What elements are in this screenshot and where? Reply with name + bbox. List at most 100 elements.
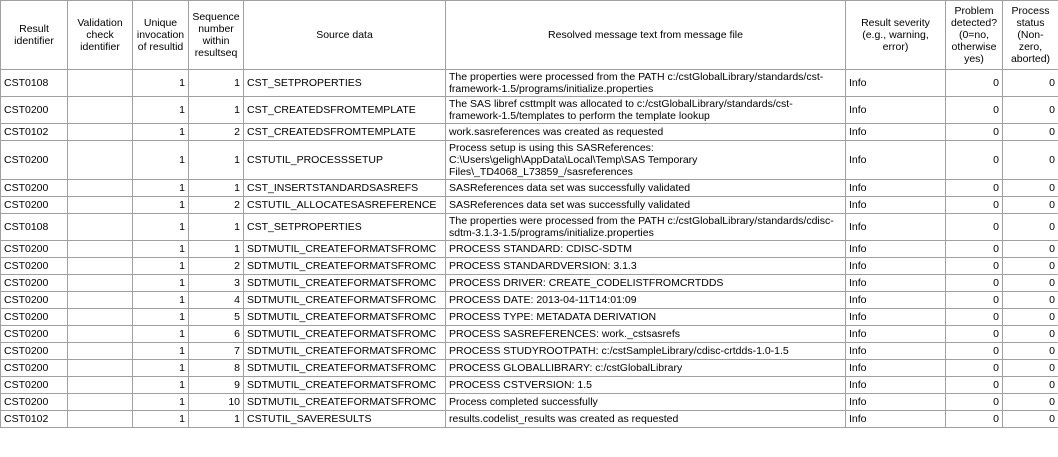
column-header: Result severity (e.g., warning, error) xyxy=(845,0,946,70)
table-cell: 1 xyxy=(132,393,189,411)
result-id-cell: CST0200 xyxy=(0,96,68,124)
table-cell: 0 xyxy=(945,393,1003,411)
table-cell: 2 xyxy=(188,257,244,275)
table-cell: 0 xyxy=(1002,291,1058,309)
empty-cell xyxy=(67,410,133,428)
column-header: Validation check identifier xyxy=(67,0,133,70)
table-row: CST0200 1 3 SDTMUTIL_CREATEFORMATSFROMC PROC… xyxy=(0,274,1058,292)
table-cell: Info xyxy=(845,196,946,214)
table-cell: Info xyxy=(845,123,946,141)
table-cell: 0 xyxy=(1002,179,1058,197)
table-cell: PROCESS DATE: 2013-04-11T14:01:09 xyxy=(445,291,846,309)
result-id-cell: CST0200 xyxy=(0,257,68,275)
table-row: CST0200 1 1 CST_CREATEDSFROMTEMPLATE The SAS… xyxy=(0,96,1058,124)
table-cell: SDTMUTIL_CREATEFORMATSFROMC xyxy=(243,240,446,258)
result-id-cell: CST0102 xyxy=(0,123,68,141)
table-cell: work.sasreferences was created as reques… xyxy=(445,123,846,141)
table-cell: PROCESS DRIVER: CREATE_CODELISTFROMCRTDD… xyxy=(445,274,846,292)
table-cell: 1 xyxy=(132,196,189,214)
empty-cell xyxy=(67,140,133,180)
table-cell: PROCESS STUDYROOTPATH: c:/cstSampleLibra… xyxy=(445,342,846,360)
table-cell: 8 xyxy=(188,359,244,377)
table-cell: CSTUTIL_PROCESSSETUP xyxy=(243,140,446,180)
table-cell: Info xyxy=(845,342,946,360)
table-cell: SDTMUTIL_CREATEFORMATSFROMC xyxy=(243,376,446,394)
result-id-cell: CST0108 xyxy=(0,213,68,241)
table-cell: 0 xyxy=(1002,308,1058,326)
table-row: CST0102 1 1 CSTUTIL_SAVERESULTS results.code… xyxy=(0,410,1058,428)
result-id-cell: CST0200 xyxy=(0,240,68,258)
table-cell: Process setup is using this SASReference… xyxy=(445,140,846,180)
table-cell: Info xyxy=(845,96,946,124)
table-cell: results.codelist_results was created as … xyxy=(445,410,846,428)
empty-cell xyxy=(67,196,133,214)
table-row: CST0200 1 5 SDTMUTIL_CREATEFORMATSFROMC PROC… xyxy=(0,308,1058,326)
table-cell: Info xyxy=(845,308,946,326)
table-cell: 0 xyxy=(945,359,1003,377)
table-cell: Info xyxy=(845,179,946,197)
table-cell: PROCESS GLOBALLIBRARY: c:/cstGlobalLibra… xyxy=(445,359,846,377)
result-id-cell: CST0200 xyxy=(0,274,68,292)
table-cell: Info xyxy=(845,213,946,241)
table-cell: 1 xyxy=(132,179,189,197)
table-cell: SDTMUTIL_CREATEFORMATSFROMC xyxy=(243,359,446,377)
empty-cell xyxy=(67,123,133,141)
empty-cell xyxy=(67,393,133,411)
table-cell: 1 xyxy=(132,410,189,428)
table-cell: Info xyxy=(845,376,946,394)
empty-cell xyxy=(67,257,133,275)
table-header: Result identifier Validation check identi… xyxy=(0,0,1058,70)
empty-cell xyxy=(67,376,133,394)
table-cell: 1 xyxy=(132,359,189,377)
table-cell: 1 xyxy=(132,308,189,326)
table-cell: 0 xyxy=(945,69,1003,97)
result-id-cell: CST0200 xyxy=(0,140,68,180)
table-cell: SASReferences data set was successfully … xyxy=(445,196,846,214)
result-id-cell: CST0200 xyxy=(0,196,68,214)
table-cell: SDTMUTIL_CREATEFORMATSFROMC xyxy=(243,257,446,275)
table-cell: 0 xyxy=(945,291,1003,309)
table-cell: Info xyxy=(845,240,946,258)
table-row: CST0108 1 1 CST_SETPROPERTIES The properties… xyxy=(0,69,1058,97)
table-cell: 1 xyxy=(132,140,189,180)
table-cell: 4 xyxy=(188,291,244,309)
table-cell: 1 xyxy=(188,410,244,428)
result-id-cell: CST0102 xyxy=(0,410,68,428)
table-cell: Info xyxy=(845,291,946,309)
table-cell: 0 xyxy=(945,240,1003,258)
result-id-cell: CST0108 xyxy=(0,69,68,97)
table-cell: 7 xyxy=(188,342,244,360)
table-cell: PROCESS CSTVERSION: 1.5 xyxy=(445,376,846,394)
table-cell: 0 xyxy=(945,376,1003,394)
table-cell: 1 xyxy=(188,179,244,197)
table-cell: 0 xyxy=(1002,140,1058,180)
table-cell: 0 xyxy=(1002,274,1058,292)
table-cell: Info xyxy=(845,274,946,292)
table-cell: SDTMUTIL_CREATEFORMATSFROMC xyxy=(243,393,446,411)
table-cell: 1 xyxy=(188,240,244,258)
table-cell: 0 xyxy=(1002,96,1058,124)
empty-cell xyxy=(67,308,133,326)
table-cell: Info xyxy=(845,359,946,377)
table-cell: 0 xyxy=(1002,393,1058,411)
table-cell: 6 xyxy=(188,325,244,343)
table-cell: 0 xyxy=(1002,69,1058,97)
table-cell: 0 xyxy=(945,308,1003,326)
table-cell: 0 xyxy=(945,96,1003,124)
table-cell: 1 xyxy=(132,342,189,360)
empty-cell xyxy=(67,274,133,292)
table-cell: 1 xyxy=(132,96,189,124)
table-cell: SDTMUTIL_CREATEFORMATSFROMC xyxy=(243,342,446,360)
result-id-cell: CST0200 xyxy=(0,376,68,394)
empty-cell xyxy=(67,359,133,377)
column-header: Problem detected? (0=no, otherwise yes) xyxy=(945,0,1003,70)
empty-cell xyxy=(67,291,133,309)
empty-cell xyxy=(67,342,133,360)
empty-cell xyxy=(67,96,133,124)
table-body: CST0108 1 1 CST_SETPROPERTIES The properties… xyxy=(0,69,1058,428)
table-row: CST0200 1 7 SDTMUTIL_CREATEFORMATSFROMC PROC… xyxy=(0,342,1058,360)
table-cell: CST_CREATEDSFROMTEMPLATE xyxy=(243,96,446,124)
table-cell: 0 xyxy=(945,196,1003,214)
table-cell: 0 xyxy=(1002,376,1058,394)
table-cell: 3 xyxy=(188,274,244,292)
